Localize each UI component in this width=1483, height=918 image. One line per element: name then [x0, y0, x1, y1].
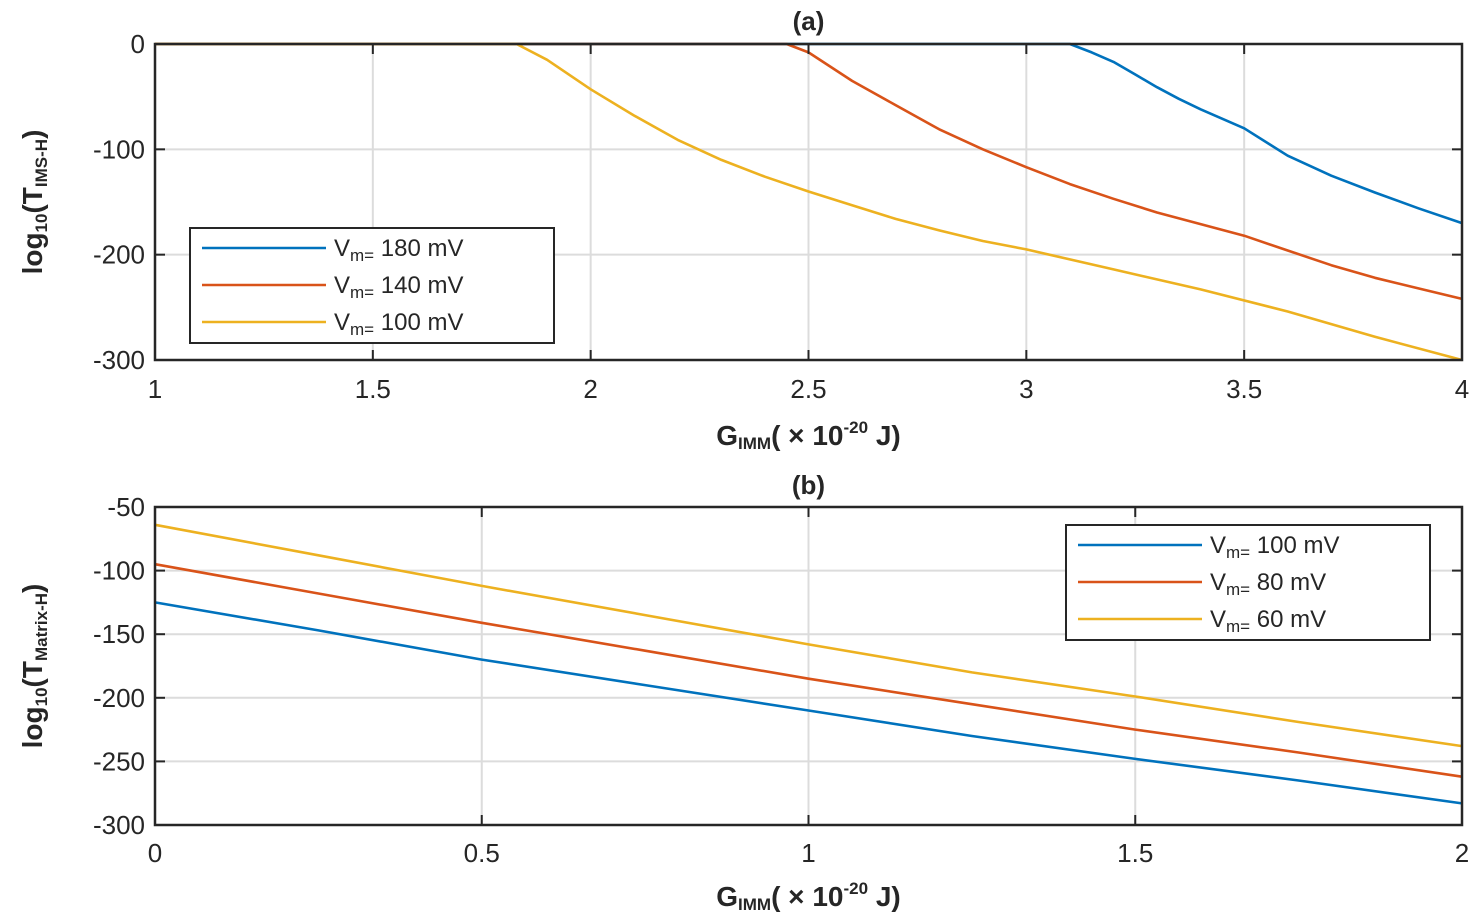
x-axis-label: GIMM( × 10-20 J) [716, 418, 900, 453]
series-line-60-mv [154, 523, 1463, 748]
legend-entry: Vm= 80 mV [1210, 569, 1326, 599]
x-tick-label: 2 [1455, 838, 1469, 868]
y-tick-label: -100 [93, 134, 145, 164]
y-tick-label: -100 [93, 556, 145, 586]
series-line-100-mv [155, 42, 1463, 362]
series-line-100-mv [154, 601, 1463, 805]
x-tick-label: 3 [1019, 374, 1033, 404]
y-tick-label: -200 [93, 240, 145, 270]
legend-entry: Vm= 180 mV [334, 235, 464, 265]
y-tick-label: -50 [107, 492, 145, 522]
chart-title: (a) [793, 6, 825, 36]
x-tick-label: 3.5 [1226, 374, 1262, 404]
x-tick-label: 0.5 [464, 838, 500, 868]
y-tick-label: -200 [93, 683, 145, 713]
series-line-180-mv [155, 42, 1463, 225]
y-tick-label: -300 [93, 810, 145, 840]
y-tick-label: 0 [131, 29, 145, 59]
y-tick-label: -250 [93, 746, 145, 776]
x-tick-label: 1 [801, 838, 815, 868]
legend-entry: Vm= 100 mV [1210, 532, 1340, 562]
legend-entry: Vm= 60 mV [1210, 606, 1326, 636]
x-axis-label: GIMM( × 10-20 J) [716, 879, 900, 914]
legend-entry: Vm= 140 mV [334, 272, 464, 302]
legend: Vm= 100 mV Vm= 80 mV Vm= 60 mV [1065, 524, 1431, 641]
x-tick-label: 1.5 [355, 374, 391, 404]
chart-title: (b) [792, 470, 825, 500]
legend-entry: Vm= 100 mV [334, 309, 464, 339]
y-tick-label: -300 [93, 345, 145, 375]
x-tick-label: 1.5 [1117, 838, 1153, 868]
x-tick-label: 2.5 [790, 374, 826, 404]
x-tick-label: 2 [583, 374, 597, 404]
chart-a: 1 1.5 2 2.5 3 3.5 4 0 -100 -200 -300 (a) GIMM( × 10-… [17, 6, 1469, 453]
y-tick-label: -150 [93, 619, 145, 649]
chart-b: 0 0.5 1 1.5 2 -50 -100 -150 -200 -250 -300 (b) GIMM(… [17, 470, 1469, 914]
y-axis-label: log10(TMatrix-H) [17, 584, 51, 749]
y-axis-label: log10(TIMS-H) [17, 130, 51, 275]
x-tick-label: 4 [1455, 374, 1469, 404]
series-line-80-mv [154, 562, 1463, 778]
x-tick-label: 0 [148, 838, 162, 868]
series-line-140-mv [155, 42, 1463, 301]
x-tick-label: 1 [148, 374, 162, 404]
legend: Vm= 180 mV Vm= 140 mV Vm= 100 mV [189, 227, 555, 344]
